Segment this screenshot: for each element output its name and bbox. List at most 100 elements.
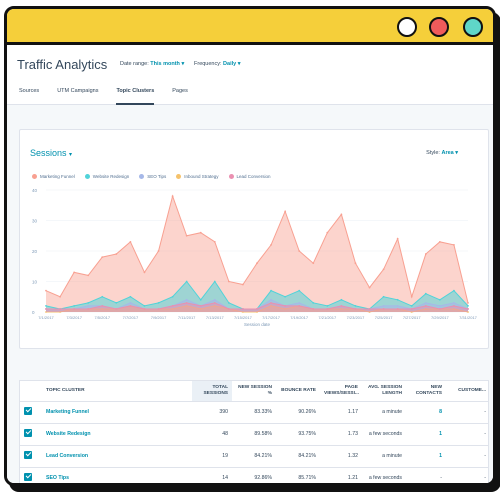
page-views-cell: 1.21 bbox=[320, 467, 362, 483]
column-header-new-contacts[interactable]: New contacts bbox=[406, 381, 446, 402]
column-header-total-sessions[interactable]: Total sessions bbox=[192, 381, 232, 402]
data-point-lead-conversion bbox=[467, 308, 469, 310]
topic-cluster-name[interactable]: SEO Tips bbox=[42, 467, 192, 483]
data-point-website-redesign bbox=[410, 305, 413, 307]
data-point-seo-tips bbox=[129, 301, 132, 304]
data-point-marketing-funnel bbox=[101, 256, 104, 258]
data-point-marketing-funnel bbox=[185, 234, 188, 237]
y-tick-label: 10 bbox=[32, 280, 38, 285]
data-point-seo-tips bbox=[424, 301, 427, 304]
topic-cluster-name[interactable]: Website Redesign bbox=[42, 423, 192, 446]
row-checkbox[interactable] bbox=[20, 467, 42, 483]
tab-topic-clusters[interactable]: Topic Clusters bbox=[116, 87, 155, 105]
tab-pages[interactable]: Pages bbox=[172, 88, 188, 94]
checkbox-checked-icon[interactable] bbox=[24, 406, 32, 415]
sessions-area-chart: 0 10 20 30 40 7/1/2017 7/3/2017 7/5/2017 7/7/201… bbox=[32, 188, 478, 327]
new-session-pct-cell: 84.21% bbox=[232, 445, 276, 468]
data-point-lead-conversion bbox=[354, 308, 357, 310]
new-contacts-cell[interactable]: 1 bbox=[406, 445, 446, 468]
new-session-pct-cell: 92.86% bbox=[232, 467, 276, 483]
data-point-website-redesign bbox=[143, 305, 146, 307]
data-point-seo-tips bbox=[382, 305, 385, 307]
tab-sources[interactable]: Sources bbox=[19, 88, 40, 94]
row-checkbox[interactable] bbox=[20, 423, 42, 446]
legend-item-seo-tips[interactable]: SEO Tips bbox=[139, 174, 166, 179]
data-point-seo-tips bbox=[87, 305, 90, 307]
window-dot-red-icon[interactable] bbox=[429, 17, 449, 37]
column-header-avg-session-length[interactable]: Avg. session length bbox=[362, 381, 406, 402]
column-header-bounce-rate[interactable]: Bounce rate bbox=[276, 381, 320, 402]
style-selector[interactable]: Style: Area ▾ bbox=[426, 150, 458, 156]
customers-cell: - bbox=[446, 423, 488, 446]
new-contacts-cell[interactable]: 8 bbox=[406, 401, 446, 424]
date-range-value[interactable]: This month bbox=[150, 61, 180, 67]
column-header-new-session-pct[interactable]: New session % bbox=[232, 381, 276, 402]
data-point-lead-conversion bbox=[213, 301, 216, 304]
frequency-value[interactable]: Daily bbox=[223, 61, 237, 67]
date-range-filter[interactable]: Date range: This month ▾ bbox=[120, 61, 184, 67]
legend-label: Inbound Strategy bbox=[184, 174, 219, 179]
data-point-website-redesign bbox=[199, 298, 202, 301]
new-contacts-cell[interactable]: 1 bbox=[406, 423, 446, 446]
frequency-filter[interactable]: Frequency: Daily ▾ bbox=[194, 61, 241, 67]
x-tick-label: 7/21/2017 bbox=[318, 315, 337, 320]
data-point-seo-tips bbox=[453, 301, 455, 304]
topic-cluster-name[interactable]: Marketing Funnel bbox=[42, 401, 192, 424]
table-row: SEO Tips 14 92.86% 85.71% 1.21 a few sec… bbox=[20, 467, 488, 483]
data-point-lead-conversion bbox=[129, 305, 132, 307]
legend-item-inbound-strategy[interactable]: Inbound Strategy bbox=[176, 174, 219, 179]
legend-item-lead-conversion[interactable]: Lead Conversion bbox=[228, 174, 271, 179]
data-point-lead-conversion bbox=[157, 308, 160, 310]
chevron-down-icon[interactable]: ▾ bbox=[181, 61, 185, 67]
column-header-page-views[interactable]: Page views/sessi... bbox=[320, 381, 362, 402]
data-point-seo-tips bbox=[185, 298, 188, 301]
data-point-marketing-funnel bbox=[298, 250, 301, 252]
chevron-down-icon[interactable]: ▾ bbox=[455, 150, 458, 156]
data-point-marketing-funnel bbox=[326, 231, 329, 234]
new-session-pct-cell: 89.58% bbox=[232, 423, 276, 446]
legend-swatch-icon bbox=[228, 174, 234, 179]
topic-cluster-name[interactable]: Lead Conversion bbox=[42, 445, 192, 468]
data-point-lead-conversion bbox=[87, 308, 90, 310]
chart-legend: Marketing Funnel Website Redesign SEO Ti… bbox=[32, 174, 281, 179]
topic-cluster-table: Topic cluster Total sessions New session… bbox=[20, 381, 488, 483]
data-point-website-redesign bbox=[185, 280, 188, 283]
column-header-customers[interactable]: Custome... bbox=[446, 381, 488, 402]
window-dot-white-icon[interactable] bbox=[397, 17, 417, 37]
bounce-rate-cell: 90.26% bbox=[276, 401, 320, 424]
window-dot-teal-icon[interactable] bbox=[463, 17, 483, 37]
x-tick-label: 7/29/2017 bbox=[431, 315, 450, 320]
legend-item-marketing-funnel[interactable]: Marketing Funnel bbox=[32, 174, 75, 179]
chevron-down-icon[interactable]: ▾ bbox=[237, 61, 241, 67]
tab-utm-campaigns[interactable]: UTM Campaigns bbox=[57, 88, 99, 94]
legend-label: Marketing Funnel bbox=[40, 174, 75, 179]
checkbox-checked-icon[interactable] bbox=[24, 472, 32, 481]
data-point-website-redesign bbox=[396, 298, 399, 301]
data-point-marketing-funnel bbox=[410, 295, 413, 298]
y-tick-label: 20 bbox=[32, 249, 38, 254]
x-tick-label: 7/9/2017 bbox=[151, 315, 167, 320]
x-tick-label: 7/17/2017 bbox=[262, 315, 281, 320]
checkbox-checked-icon[interactable] bbox=[24, 450, 32, 459]
x-tick-label: 7/5/2017 bbox=[94, 315, 110, 320]
data-point-website-redesign bbox=[73, 305, 76, 307]
avg-session-length-cell: a minute bbox=[362, 445, 406, 468]
data-point-marketing-funnel bbox=[270, 244, 272, 246]
data-point-marketing-funnel bbox=[312, 262, 315, 265]
checkbox-checked-icon[interactable] bbox=[24, 428, 32, 437]
data-point-marketing-funnel bbox=[242, 283, 244, 286]
data-point-lead-conversion bbox=[73, 308, 76, 310]
tab-bar: Sources UTM Campaigns Topic Clusters Pag… bbox=[19, 87, 206, 105]
chart-title[interactable]: Sessions bbox=[30, 148, 67, 158]
row-checkbox[interactable] bbox=[20, 401, 42, 424]
data-point-lead-conversion bbox=[59, 308, 61, 310]
column-header-topic-cluster[interactable]: Topic cluster bbox=[42, 381, 192, 402]
row-checkbox[interactable] bbox=[20, 445, 42, 468]
chevron-down-icon[interactable]: ▾ bbox=[69, 152, 73, 158]
legend-item-website-redesign[interactable]: Website Redesign bbox=[84, 174, 129, 179]
window-title-bar bbox=[7, 9, 493, 45]
chart-title-dropdown[interactable]: Sessions ▾ bbox=[30, 148, 72, 158]
style-value[interactable]: Area bbox=[441, 150, 454, 156]
avg-session-length-cell: a few seconds bbox=[362, 467, 406, 483]
legend-swatch-icon bbox=[176, 174, 182, 179]
